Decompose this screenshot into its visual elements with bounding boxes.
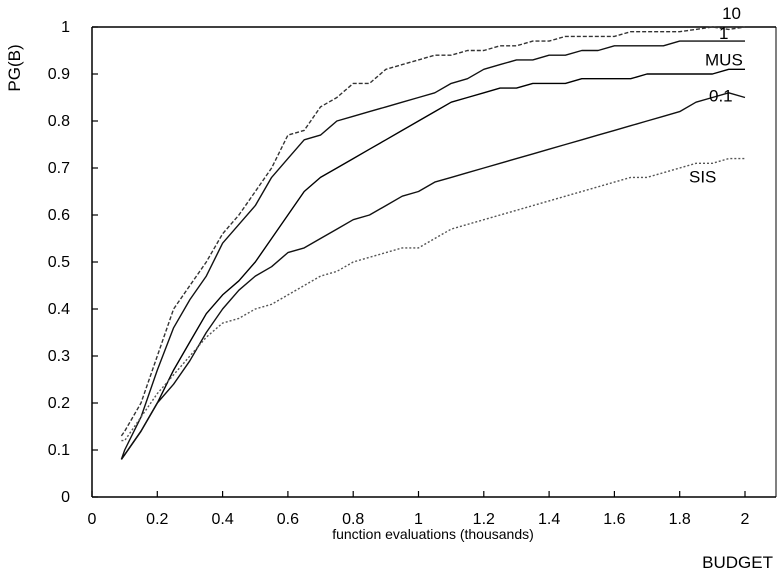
x-axis-ticks: 0 0.2 0.4 0.6 0.8 1 1.2 1.4 1.6 1.8 2	[88, 491, 750, 528]
series-label-4: SIS	[689, 168, 716, 187]
x-tick-label: 0	[88, 511, 97, 528]
y-tick-label: 0.6	[48, 207, 70, 224]
x-axis-budget-label: BUDGET	[702, 553, 773, 572]
series-label-1: 1	[719, 24, 728, 43]
y-axis-ticks: 0 0.1 0.2 0.3 0.4 0.5 0.6 0.7 0.8 0.9 1	[48, 19, 98, 506]
x-tick-label: 0.6	[277, 511, 299, 528]
series-labels: 101 MUS 0.1 SIS	[689, 4, 743, 187]
x-tick-label: 0.2	[146, 511, 168, 528]
series-label-3: 0.1	[709, 87, 733, 106]
series-line-2	[120, 68, 745, 460]
series-line-1	[120, 40, 745, 460]
series-line-4	[121, 157, 745, 442]
x-tick-label: 1.6	[603, 511, 625, 528]
y-tick-label: 0	[61, 489, 70, 506]
y-tick-label: 0.4	[48, 301, 70, 318]
y-tick-label: 0.9	[48, 66, 70, 83]
y-tick-label: 0.5	[48, 254, 70, 271]
series-line-3	[120, 92, 746, 460]
plot-frame	[91, 26, 777, 498]
y-axis-title: PG(B)	[5, 44, 24, 91]
x-tick-label: 1.2	[473, 511, 495, 528]
x-tick-label: 2	[741, 511, 750, 528]
y-tick-label: 0.1	[48, 442, 70, 459]
x-tick-label: 1.4	[538, 511, 560, 528]
x-tick-label: 1	[414, 511, 423, 528]
y-tick-label: 0.3	[48, 348, 70, 365]
series-line-0	[120, 26, 746, 437]
y-tick-label: 0.8	[48, 113, 70, 130]
y-tick-label: 0.2	[48, 395, 70, 412]
series-label-0: 10	[722, 4, 741, 23]
x-tick-label: 0.4	[211, 511, 233, 528]
y-tick-label: 0.7	[48, 160, 70, 177]
series-label-2: MUS	[705, 50, 743, 69]
y-tick-label: 1	[61, 19, 70, 36]
x-tick-label: 1.8	[669, 511, 691, 528]
series-lines	[120, 26, 746, 460]
x-tick-label: 0.8	[342, 511, 364, 528]
x-axis-title: function evaluations (thousands)	[332, 526, 534, 542]
